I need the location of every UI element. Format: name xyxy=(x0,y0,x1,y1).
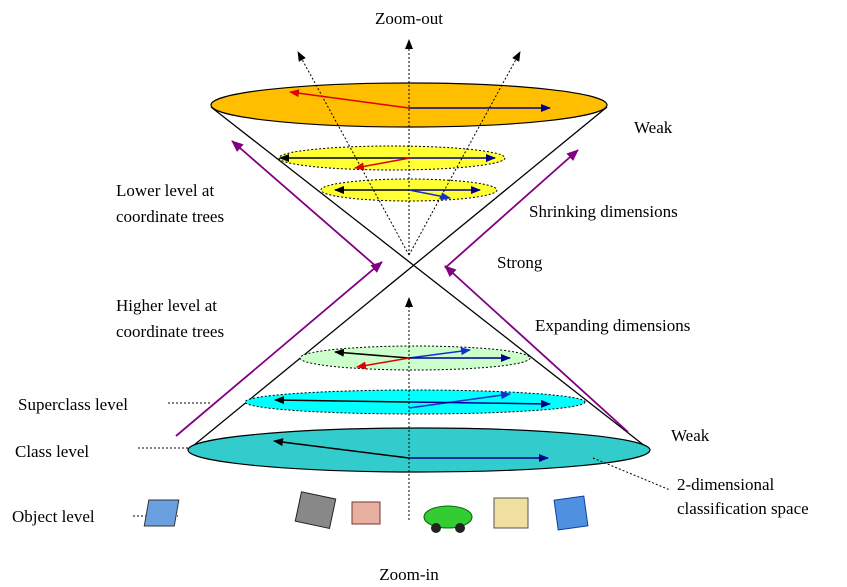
expanding: Expanding dimensions xyxy=(535,316,690,335)
object-level: Object level xyxy=(12,507,95,526)
class-level: Class level xyxy=(15,442,89,461)
zoom-out: Zoom-out xyxy=(375,9,443,28)
cones xyxy=(188,83,650,472)
shrinking: Shrinking dimensions xyxy=(529,202,678,221)
zoom-in: Zoom-in xyxy=(379,565,439,584)
lower-level: coordinate trees xyxy=(116,207,224,226)
higher-level: Higher level at xyxy=(116,296,217,315)
weak-bottom: Weak xyxy=(671,426,710,445)
diagram: Zoom-out Zoom-in Weak Weak Strong Lower … xyxy=(0,0,847,587)
object-icons xyxy=(144,492,588,533)
higher-level: coordinate trees xyxy=(116,322,224,341)
superclass-level: Superclass level xyxy=(18,395,128,414)
lower-level: Lower level at xyxy=(116,181,214,200)
weak-top: Weak xyxy=(634,118,673,137)
strong: Strong xyxy=(497,253,543,272)
space-label: classification space xyxy=(677,499,809,518)
space-label: 2-dimensional xyxy=(677,475,775,494)
